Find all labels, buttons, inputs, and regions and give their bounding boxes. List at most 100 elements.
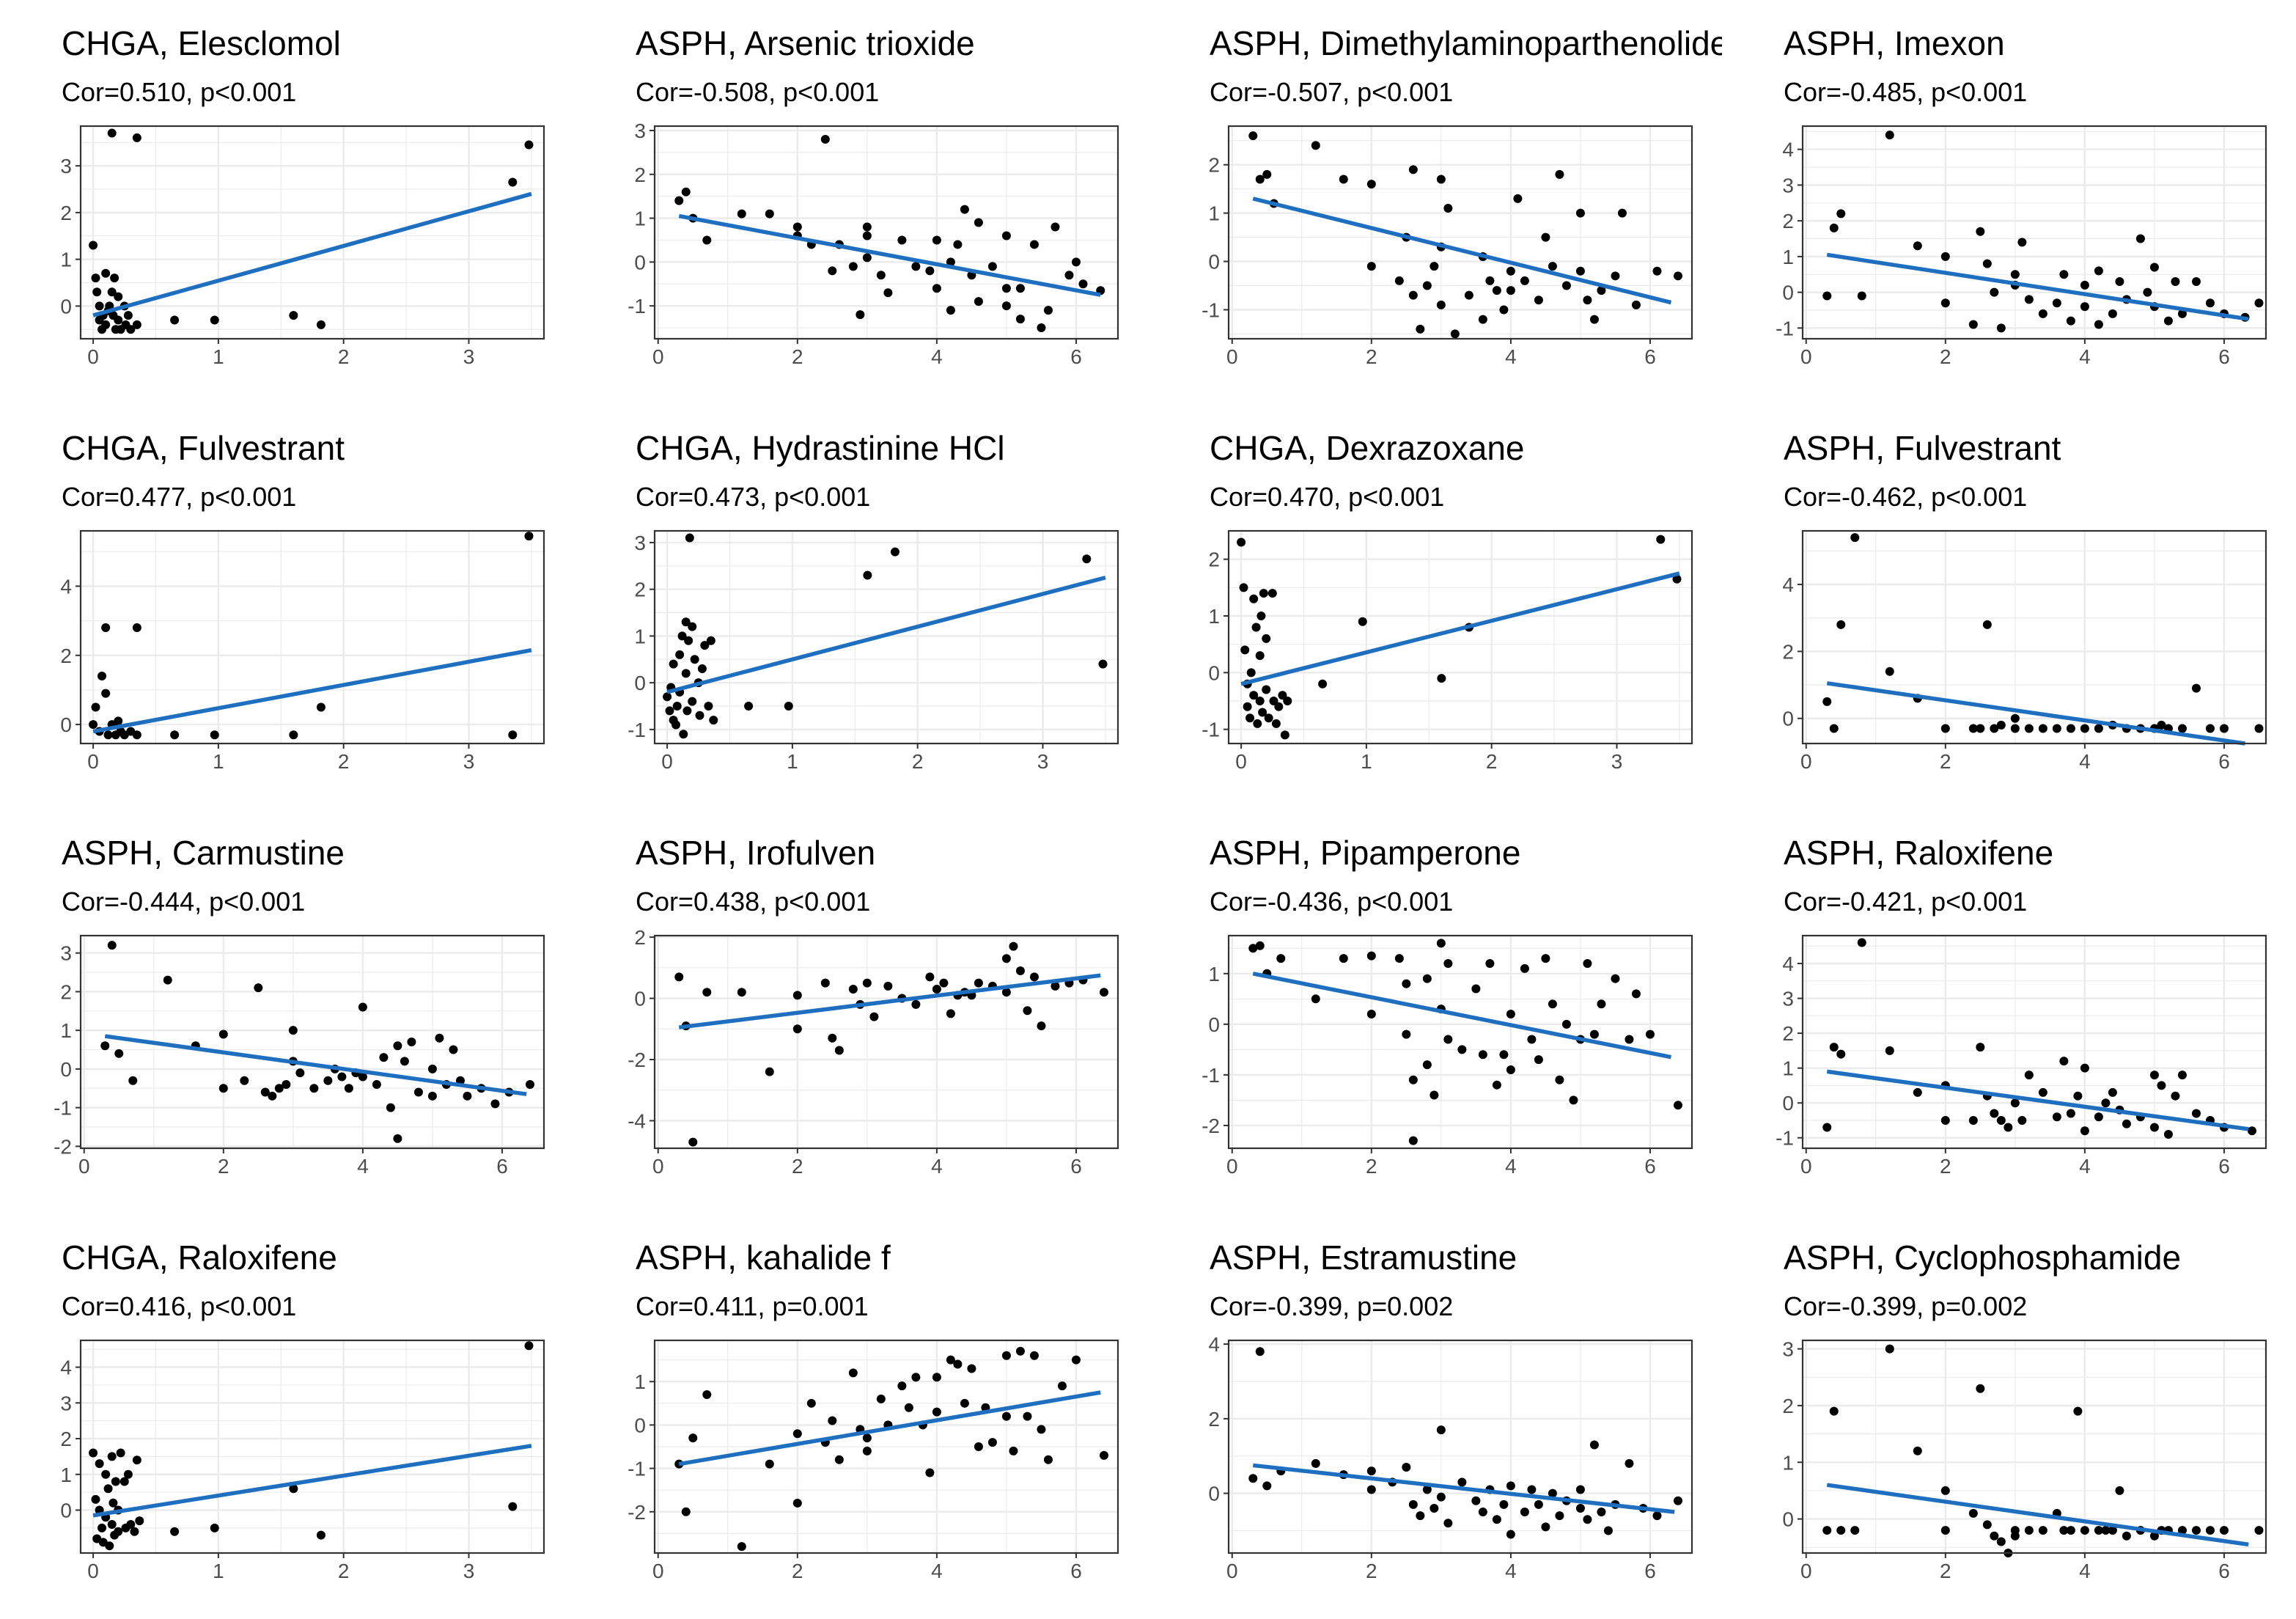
data-point — [2149, 1531, 2159, 1541]
data-point — [1513, 194, 1523, 203]
data-point — [848, 262, 858, 271]
data-point — [1617, 208, 1627, 218]
data-point — [1652, 266, 1662, 276]
data-point — [1940, 724, 1950, 733]
data-point — [407, 1038, 416, 1046]
y-tick-label: -1 — [1202, 1064, 1220, 1087]
regression-line — [92, 647, 532, 734]
data-point — [1057, 1381, 1067, 1391]
plot-background — [655, 531, 1118, 744]
data-point — [2010, 713, 2020, 723]
plot-background — [81, 126, 544, 339]
data-point — [2080, 280, 2089, 290]
x-tick-label: 6 — [1644, 1560, 1656, 1582]
data-point — [932, 1407, 941, 1417]
data-point — [1001, 1351, 1011, 1360]
data-point — [1001, 988, 1011, 997]
data-point — [1029, 972, 1039, 982]
data-point — [1822, 1526, 1832, 1535]
data-point — [1082, 554, 1092, 564]
x-tick-label: 2 — [1940, 345, 1951, 368]
data-point — [1492, 1515, 1501, 1524]
x-tick-label: 0 — [1800, 345, 1812, 368]
regression-line — [1826, 1483, 2249, 1547]
data-point — [1673, 1496, 1682, 1505]
data-point — [1239, 583, 1248, 592]
data-point — [289, 730, 298, 740]
x-tick-label: 4 — [2079, 345, 2091, 368]
data-point — [1982, 259, 1992, 268]
y-tick-label: 0 — [60, 295, 72, 317]
data-point — [1255, 651, 1265, 661]
x-tick-label: 6 — [2218, 1560, 2230, 1582]
x-tick-label: 6 — [1070, 345, 1082, 368]
y-tick-label: 2 — [1782, 210, 1794, 232]
data-point — [2254, 1526, 2264, 1535]
data-point — [2017, 238, 2027, 247]
data-point — [2066, 316, 2075, 326]
data-point — [1248, 131, 1258, 141]
y-tick-label: 0 — [1208, 1013, 1220, 1036]
data-point — [260, 1087, 270, 1097]
data-point — [1274, 702, 1284, 711]
scatter-plot: 0 2 4 6 -1 0 1 2 3 — [628, 120, 1119, 368]
data-point — [684, 636, 693, 645]
scatter-plot: 0 2 4 6 -2 -1 0 1 — [1202, 934, 1693, 1178]
data-point — [1408, 1136, 1418, 1145]
x-tick-label: 6 — [2218, 750, 2230, 773]
data-point — [524, 140, 534, 150]
data-point — [1248, 944, 1258, 953]
data-point — [1913, 1446, 1922, 1455]
data-point — [1037, 1425, 1046, 1434]
data-point — [1611, 271, 1620, 281]
data-point — [1408, 290, 1418, 300]
data-point — [289, 1484, 298, 1494]
data-point — [1829, 724, 1839, 733]
data-point — [2094, 1526, 2103, 1535]
data-point — [108, 1498, 118, 1508]
regression-line — [104, 1034, 527, 1096]
regression-line — [1826, 1069, 2249, 1131]
data-point — [111, 1477, 120, 1486]
regression-line — [678, 1390, 1101, 1466]
panel-title: ASPH, kahalide f — [636, 1238, 891, 1277]
x-tick-label: 3 — [1611, 750, 1623, 773]
data-point — [2177, 309, 2187, 318]
data-point — [1968, 1508, 1978, 1518]
data-point — [1996, 1537, 2006, 1546]
data-point — [2038, 1087, 2047, 1097]
data-point — [1652, 1511, 1662, 1521]
data-point — [932, 1373, 941, 1382]
data-point — [1243, 702, 1252, 711]
data-point — [1829, 1043, 1839, 1052]
data-point — [100, 1041, 110, 1051]
regression-line — [1252, 972, 1672, 1060]
data-point — [1541, 1522, 1550, 1532]
data-point — [792, 1429, 802, 1439]
data-point — [1311, 1458, 1320, 1468]
data-point — [218, 1084, 228, 1093]
data-point — [1430, 1090, 1439, 1100]
data-point — [1672, 574, 1682, 584]
data-point — [1976, 227, 1985, 236]
x-tick-label: 2 — [338, 750, 350, 773]
data-point — [1673, 1101, 1682, 1110]
data-point — [1394, 276, 1404, 285]
data-point — [2101, 1526, 2111, 1535]
data-point — [2205, 1526, 2215, 1535]
data-point — [1940, 1486, 1950, 1495]
data-point — [1836, 620, 1846, 629]
data-point — [967, 1364, 976, 1373]
data-point — [2010, 270, 2020, 279]
data-point — [675, 650, 685, 659]
panel-subtitle: Cor=0.470, p<0.001 — [1210, 482, 1445, 512]
y-tick-label: -2 — [628, 1501, 646, 1524]
x-tick-label: 0 — [87, 345, 99, 368]
data-point — [1471, 984, 1481, 994]
data-point — [1255, 697, 1265, 705]
panel-subtitle: Cor=-0.444, p<0.001 — [62, 886, 306, 917]
data-point — [792, 991, 802, 1000]
data-point — [1443, 1519, 1453, 1528]
data-point — [681, 1507, 691, 1516]
data-point — [2038, 309, 2047, 318]
